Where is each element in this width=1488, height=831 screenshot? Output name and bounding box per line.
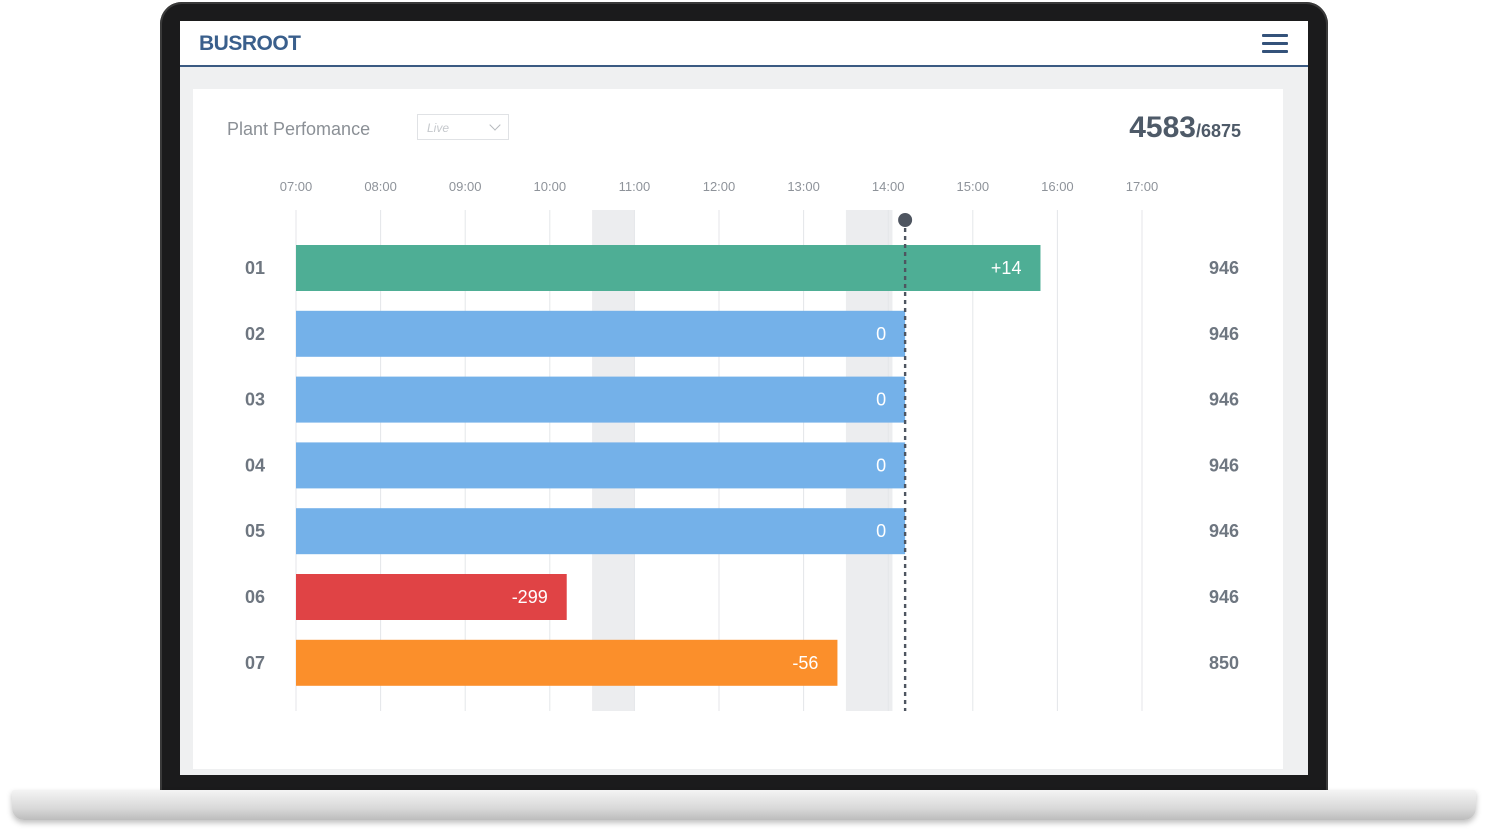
line-label: 03 — [245, 390, 265, 410]
line-total-value: 946 — [1209, 324, 1239, 344]
progress-bar[interactable] — [296, 574, 567, 620]
time-tick-label: 08:00 — [364, 179, 397, 194]
line-label: 05 — [245, 521, 265, 541]
line-label: 02 — [245, 324, 265, 344]
bar-delta-label: 0 — [876, 455, 886, 475]
current-time-marker[interactable] — [898, 213, 913, 227]
bar-delta-label: -299 — [512, 587, 548, 607]
app-header: BUSROOT — [180, 21, 1308, 67]
progress-bar[interactable] — [296, 442, 906, 489]
time-tick-label: 13:00 — [787, 179, 820, 194]
progress-bar[interactable] — [296, 310, 906, 357]
card-title: Plant Perfomance — [227, 119, 371, 139]
time-tick-label: 17:00 — [1126, 179, 1159, 194]
hamburger-menu-icon[interactable] — [1262, 34, 1288, 54]
line-total-value: 946 — [1209, 455, 1239, 475]
total-output-target: /6875 — [1195, 121, 1241, 141]
brand-logo[interactable]: BUSROOT — [199, 32, 301, 55]
app-screen: BUSROOT Plant Perfomance Live 4583/6875 … — [180, 21, 1308, 775]
line-total-value: 850 — [1209, 653, 1239, 673]
timeline-bar-chart: 07:00 08:00 09:00 10:00 11:00 12:00 13:00 14:00… — [245, 179, 1239, 711]
time-tick-label: 09:00 — [449, 179, 482, 194]
time-tick-label: 11:00 — [619, 179, 651, 194]
line-label: 01 — [245, 258, 265, 278]
line-total-value: 946 — [1209, 390, 1239, 410]
time-tick-label: 14:00 — [872, 179, 905, 194]
bar-delta-label: +14 — [991, 258, 1022, 278]
time-tick-label: 07:00 — [280, 179, 313, 194]
total-output: 4583/6875 — [1129, 111, 1241, 145]
progress-bar[interactable] — [296, 376, 906, 423]
bar-delta-label: 0 — [876, 390, 886, 410]
bar-delta-label: -56 — [792, 653, 818, 673]
progress-bar[interactable] — [296, 508, 906, 555]
line-label: 06 — [245, 587, 265, 607]
total-output-value: 4583 — [1129, 111, 1196, 144]
line-total-value: 946 — [1209, 587, 1239, 607]
menu-line — [1262, 42, 1288, 45]
time-tick-label: 12:00 — [703, 179, 736, 194]
progress-bar[interactable] — [296, 639, 838, 686]
menu-line — [1262, 50, 1288, 53]
bar-delta-label: 0 — [876, 521, 886, 541]
live-filter-value: Live — [427, 121, 450, 135]
plant-performance-card: Plant Perfomance Live 4583/6875 07:00 08:… — [193, 89, 1283, 769]
time-tick-label: 15:00 — [957, 179, 990, 194]
live-filter-select[interactable]: Live — [417, 114, 509, 140]
time-tick-label: 10:00 — [534, 179, 567, 194]
time-tick-label: 16:00 — [1041, 179, 1074, 194]
progress-bar[interactable] — [296, 245, 1041, 291]
bar-delta-label: 0 — [876, 324, 886, 344]
line-label: 07 — [245, 653, 265, 673]
line-total-value: 946 — [1209, 521, 1239, 541]
laptop-base — [12, 790, 1476, 820]
line-label: 04 — [245, 455, 265, 475]
line-total-value: 946 — [1209, 258, 1239, 278]
menu-line — [1262, 34, 1288, 37]
